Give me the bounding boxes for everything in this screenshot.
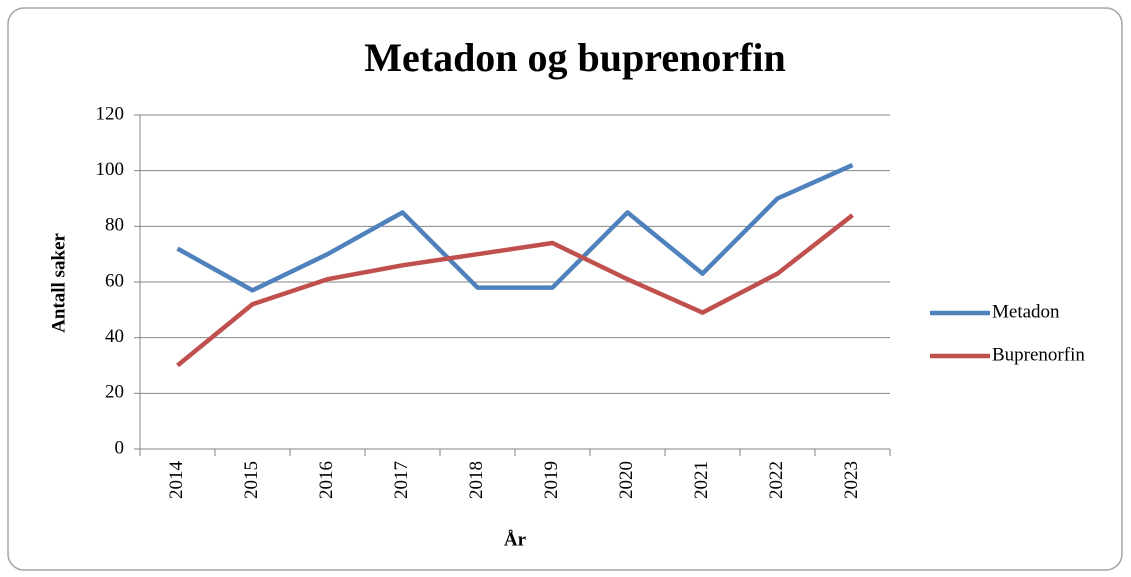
x-tick-label: 2021 bbox=[691, 461, 712, 499]
y-tick-label: 40 bbox=[105, 326, 124, 347]
y-axis-label: Antall saker bbox=[48, 233, 69, 333]
x-tick-label: 2014 bbox=[166, 461, 187, 500]
chart-frame bbox=[7, 7, 1123, 571]
y-tick-label: 60 bbox=[105, 270, 124, 291]
y-tick-label: 20 bbox=[105, 382, 124, 403]
data-line bbox=[176, 213, 854, 368]
chart-title: Metadon og buprenorfin bbox=[364, 35, 786, 80]
x-tick-label: 2020 bbox=[616, 461, 637, 499]
x-tick-label: 2018 bbox=[466, 461, 487, 499]
y-tick-label: 0 bbox=[115, 437, 125, 458]
x-tick-label: 2016 bbox=[316, 461, 337, 499]
x-axis-label: År bbox=[504, 529, 527, 550]
x-tick-label: 2022 bbox=[766, 461, 787, 499]
x-tick-label: 2017 bbox=[391, 461, 412, 499]
x-tick-label: 2019 bbox=[541, 461, 562, 499]
data-line bbox=[176, 163, 854, 293]
y-tick-label: 120 bbox=[96, 103, 125, 124]
y-tick-label: 80 bbox=[105, 215, 124, 236]
y-tick-label: 100 bbox=[96, 159, 125, 180]
x-tick-label: 2023 bbox=[841, 461, 862, 499]
legend-label: Buprenorfin bbox=[992, 344, 1085, 365]
legend-label: Metadon bbox=[992, 301, 1060, 322]
x-tick-label: 2015 bbox=[241, 461, 262, 499]
